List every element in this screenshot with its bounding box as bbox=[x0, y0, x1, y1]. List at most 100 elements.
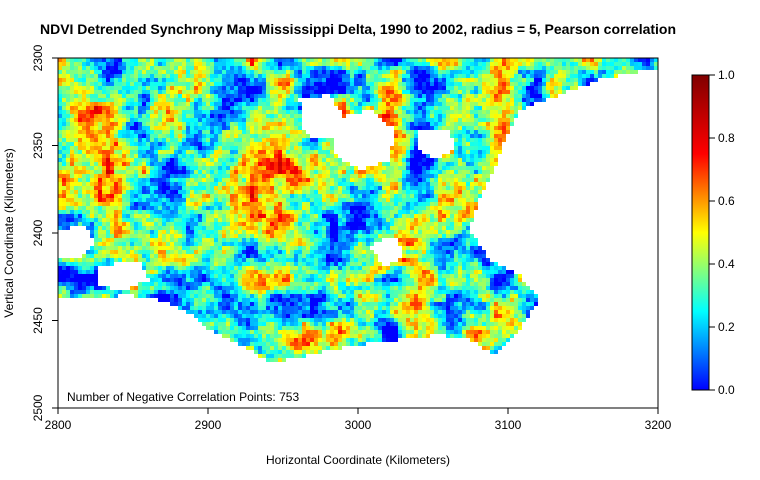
heatmap-cell bbox=[90, 62, 94, 66]
heatmap-cell bbox=[438, 174, 442, 178]
heatmap-cell bbox=[142, 126, 146, 130]
heatmap-cell bbox=[174, 202, 178, 206]
heatmap-cell bbox=[166, 174, 170, 178]
heatmap-cell bbox=[134, 98, 138, 102]
heatmap-cell bbox=[162, 202, 166, 206]
heatmap-cell bbox=[202, 182, 206, 186]
heatmap-cell bbox=[506, 86, 510, 90]
heatmap-cell bbox=[58, 106, 62, 110]
heatmap-cell bbox=[270, 106, 274, 110]
heatmap-cell bbox=[470, 78, 474, 82]
heatmap-cell bbox=[206, 62, 210, 66]
heatmap-cell bbox=[142, 162, 146, 166]
heatmap-cell bbox=[614, 74, 618, 78]
heatmap-cell bbox=[102, 62, 106, 66]
heatmap-cell bbox=[434, 198, 438, 202]
heatmap-cell bbox=[294, 238, 298, 242]
heatmap-cell bbox=[194, 62, 198, 66]
heatmap-cell bbox=[414, 110, 418, 114]
heatmap-cell bbox=[142, 122, 146, 126]
heatmap-cell bbox=[394, 166, 398, 170]
heatmap-cell bbox=[454, 138, 458, 142]
heatmap-cell bbox=[266, 214, 270, 218]
heatmap-cell bbox=[238, 186, 242, 190]
heatmap-cell bbox=[458, 218, 462, 222]
heatmap-cell bbox=[458, 142, 462, 146]
heatmap-cell bbox=[182, 98, 186, 102]
heatmap-cell bbox=[194, 218, 198, 222]
heatmap-cell bbox=[246, 138, 250, 142]
heatmap-cell bbox=[426, 238, 430, 242]
heatmap-cell bbox=[186, 70, 190, 74]
heatmap-cell bbox=[158, 218, 162, 222]
heatmap-cell bbox=[482, 174, 486, 178]
heatmap-cell bbox=[610, 62, 614, 66]
heatmap-cell bbox=[94, 242, 98, 246]
heatmap-cell bbox=[458, 98, 462, 102]
heatmap-cell bbox=[574, 66, 578, 70]
heatmap-cell bbox=[138, 234, 142, 238]
heatmap-cell bbox=[74, 106, 78, 110]
heatmap-cell bbox=[462, 218, 466, 222]
heatmap-cell bbox=[462, 238, 466, 242]
heatmap-cell bbox=[166, 142, 170, 146]
heatmap-cell bbox=[318, 198, 322, 202]
heatmap-cell bbox=[98, 162, 102, 166]
heatmap-cell bbox=[86, 126, 90, 130]
heatmap-cell bbox=[166, 86, 170, 90]
heatmap-cell bbox=[266, 174, 270, 178]
heatmap-cell bbox=[434, 158, 438, 162]
heatmap-cell bbox=[158, 162, 162, 166]
heatmap-cell bbox=[294, 150, 298, 154]
heatmap-cell bbox=[74, 178, 78, 182]
heatmap-cell bbox=[394, 138, 398, 142]
heatmap-cell bbox=[478, 86, 482, 90]
heatmap-cell bbox=[418, 194, 422, 198]
heatmap-cell bbox=[62, 174, 66, 178]
heatmap-cell bbox=[298, 122, 302, 126]
heatmap-cell bbox=[162, 158, 166, 162]
heatmap-cell bbox=[302, 210, 306, 214]
heatmap-cell bbox=[170, 66, 174, 70]
heatmap-cell bbox=[470, 186, 474, 190]
heatmap-cell bbox=[174, 146, 178, 150]
heatmap-cell bbox=[194, 206, 198, 210]
heatmap-cell bbox=[422, 70, 426, 74]
heatmap-cell bbox=[410, 106, 414, 110]
heatmap-cell bbox=[150, 194, 154, 198]
heatmap-cell bbox=[174, 162, 178, 166]
heatmap-cell bbox=[174, 122, 178, 126]
heatmap-cell bbox=[78, 182, 82, 186]
heatmap-cell bbox=[258, 210, 262, 214]
heatmap-cell bbox=[262, 102, 266, 106]
heatmap-cell bbox=[138, 214, 142, 218]
heatmap-cell bbox=[298, 154, 302, 158]
heatmap-cell bbox=[274, 222, 278, 226]
heatmap-cell bbox=[294, 202, 298, 206]
heatmap-cell bbox=[574, 58, 578, 62]
heatmap-cell bbox=[526, 82, 530, 86]
heatmap-cell bbox=[74, 102, 78, 106]
heatmap-cell bbox=[234, 158, 238, 162]
heatmap-cell bbox=[90, 90, 94, 94]
heatmap-cell bbox=[94, 234, 98, 238]
heatmap-cell bbox=[98, 178, 102, 182]
heatmap-cell bbox=[290, 142, 294, 146]
heatmap-cell bbox=[390, 182, 394, 186]
heatmap-cell bbox=[390, 122, 394, 126]
heatmap-cell bbox=[122, 202, 126, 206]
heatmap-cell bbox=[414, 154, 418, 158]
heatmap-cell bbox=[462, 90, 466, 94]
heatmap-cell bbox=[114, 166, 118, 170]
heatmap-cell bbox=[246, 82, 250, 86]
heatmap-cell bbox=[130, 174, 134, 178]
heatmap-cell bbox=[146, 98, 150, 102]
heatmap-cell bbox=[282, 190, 286, 194]
heatmap-cell bbox=[206, 74, 210, 78]
heatmap-cell bbox=[494, 62, 498, 66]
heatmap-cell bbox=[294, 138, 298, 142]
heatmap-cell bbox=[210, 186, 214, 190]
heatmap-cell bbox=[334, 154, 338, 158]
heatmap-cell bbox=[446, 126, 450, 130]
heatmap-cell bbox=[242, 226, 246, 230]
